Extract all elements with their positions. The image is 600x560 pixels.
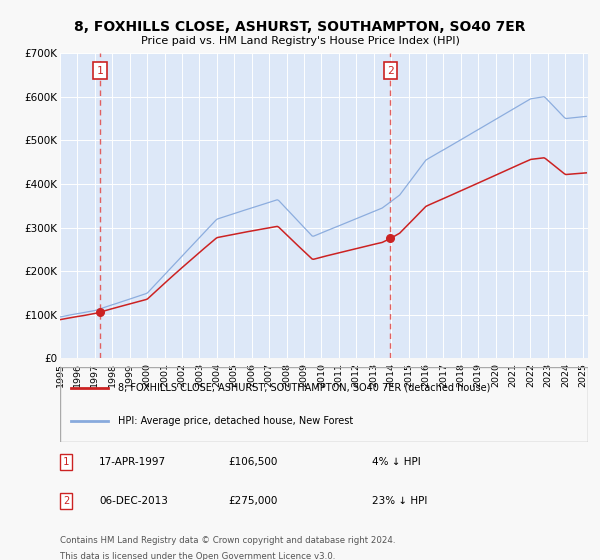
Text: 1: 1: [63, 457, 69, 467]
Text: HPI: Average price, detached house, New Forest: HPI: Average price, detached house, New …: [118, 416, 353, 426]
Text: £275,000: £275,000: [228, 496, 277, 506]
Text: 8, FOXHILLS CLOSE, ASHURST, SOUTHAMPTON, SO40 7ER (detached house): 8, FOXHILLS CLOSE, ASHURST, SOUTHAMPTON,…: [118, 383, 490, 393]
Text: 23% ↓ HPI: 23% ↓ HPI: [372, 496, 427, 506]
Text: 8, FOXHILLS CLOSE, ASHURST, SOUTHAMPTON, SO40 7ER: 8, FOXHILLS CLOSE, ASHURST, SOUTHAMPTON,…: [74, 20, 526, 34]
Text: 2: 2: [63, 496, 69, 506]
Text: 4% ↓ HPI: 4% ↓ HPI: [372, 457, 421, 467]
Text: Price paid vs. HM Land Registry's House Price Index (HPI): Price paid vs. HM Land Registry's House …: [140, 36, 460, 46]
Text: £106,500: £106,500: [228, 457, 277, 467]
Text: Contains HM Land Registry data © Crown copyright and database right 2024.: Contains HM Land Registry data © Crown c…: [60, 536, 395, 545]
Text: This data is licensed under the Open Government Licence v3.0.: This data is licensed under the Open Gov…: [60, 552, 335, 560]
Text: 1: 1: [97, 66, 103, 76]
Text: 2: 2: [387, 66, 394, 76]
Text: 17-APR-1997: 17-APR-1997: [99, 457, 166, 467]
Text: 06-DEC-2013: 06-DEC-2013: [99, 496, 168, 506]
